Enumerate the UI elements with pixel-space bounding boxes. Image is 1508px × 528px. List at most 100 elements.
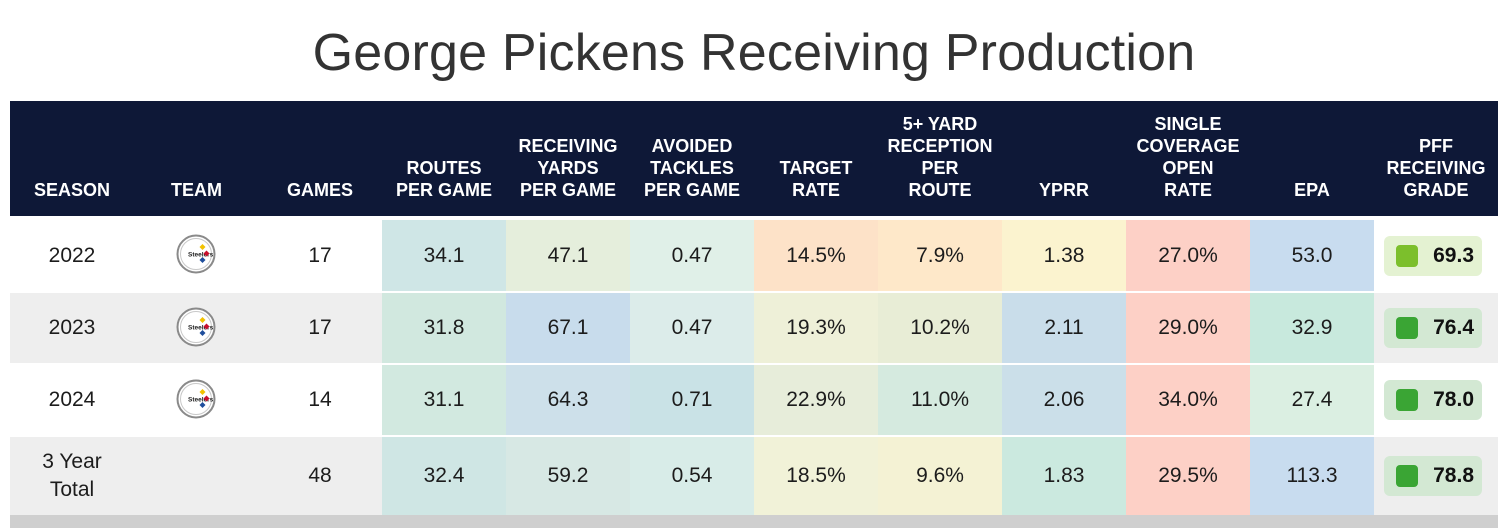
stat-cell: 32.9 [1291,316,1333,339]
stat-cell: 22.9% [786,388,846,411]
column-header-line: PFF [1419,136,1453,156]
grade-value: 78.8 [1433,464,1474,487]
column-header: SINGLE COVERAGE OPEN RATE [1126,101,1250,201]
column-header: ROUTES PER GAME [382,101,506,201]
grade-color-swatch [1396,317,1418,339]
column-header-line: RATE [1164,180,1212,200]
column-header: RECEIVING YARDS PER GAME [506,101,630,201]
stat-cell: 7.9% [916,243,964,267]
column-header-line: EPA [1294,180,1330,200]
value-cell-bg [1250,365,1374,435]
pff-grade-badge: 69.3 [1384,235,1482,276]
value-cell-bg [630,293,754,363]
column-header: EPA [1250,101,1374,201]
value-cell-bg [878,293,1002,363]
column-header-line: AVOIDED [651,136,733,156]
column-header-line: TEAM [171,180,222,200]
column-header-line: SINGLE [1154,114,1222,134]
column-header-line: RECEPTION [887,136,993,156]
column-header-line: SEASON [33,180,111,200]
column-header-label: 5+ YARD RECEPTION PER ROUTE [887,113,992,201]
value-cell-bg [754,220,878,291]
column-header-label: EPA [1294,179,1330,201]
value-cell-bg [506,220,630,291]
games-cell: 17 [308,243,332,267]
grade-value: 78.0 [1433,388,1474,411]
value-cell-bg [630,365,754,435]
stat-cell: 29.0% [1158,316,1218,339]
stat-cell: 1.83 [1043,464,1085,487]
games-cell: 17 [308,316,332,339]
stat-cell: 19.3% [786,316,846,339]
column-header: AVOIDED TACKLES PER GAME [630,101,754,201]
grade-color-swatch [1396,389,1418,411]
stat-cell: 34.0% [1158,388,1218,411]
stat-cell: 59.2 [547,464,589,487]
column-header-line: RECEIVING [518,136,618,156]
value-cell-bg [1126,293,1250,363]
column-header-label: GAMES [287,179,353,201]
value-cell-bg [878,220,1002,291]
stat-cell: 0.47 [671,243,713,267]
page-title: George Pickens Receiving Production [312,24,1196,82]
stat-cell: 2.11 [1044,316,1084,339]
grade-color-swatch [1396,465,1418,487]
column-header-label: RECEIVING YARDS PER GAME [518,135,617,201]
stat-cell: 31.8 [423,316,465,339]
column-header-label: TARGET RATE [780,157,853,201]
table-header [10,101,1498,216]
column-header-label: ROUTES PER GAME [396,157,492,201]
value-cell-bg [1002,220,1126,291]
season-cell: 2022 [48,243,96,267]
stat-cell: 11.0% [911,388,969,411]
column-header-line: 5+ YARD [902,114,978,134]
value-cell-bg [1126,220,1250,291]
column-header-line: OPEN [1162,158,1214,178]
stat-cell: 0.54 [671,464,713,487]
stat-cell: 1.38 [1043,243,1085,267]
stat-cell: 113.3 [1286,464,1338,487]
value-cell-bg [1002,293,1126,363]
value-cell-bg [878,365,1002,435]
stat-cell: 18.5% [786,464,846,487]
column-header-line: YPRR [1038,180,1089,200]
column-header-label: YPRR [1039,179,1089,201]
stat-cell: 53.0 [1291,243,1333,267]
value-cell-bg [1126,365,1250,435]
column-header-line: PER GAME [643,180,740,200]
column-header-line: YARDS [537,158,599,178]
grade-value: 69.3 [1433,243,1474,267]
value-cell-bg [382,365,506,435]
value-cell-bg [1250,437,1374,515]
column-header-line: RATE [792,180,840,200]
column-header-line: PER GAME [519,180,616,200]
stat-cell: 0.47 [671,316,713,339]
column-header-label: AVOIDED TACKLES PER GAME [644,135,740,201]
stat-cell: 14.5% [786,243,846,267]
column-header: TEAM [135,101,258,201]
stat-cell: 64.3 [547,388,589,411]
stat-cell: 0.71 [671,388,713,411]
column-header: PFF RECEIVING GRADE [1374,101,1498,201]
value-cell-bg [630,220,754,291]
column-header-line: GRADE [1403,180,1469,200]
column-header: GAMES [258,101,382,201]
grade-value: 76.4 [1433,316,1474,339]
season-cell: 2024 [48,388,96,411]
value-cell-bg [1250,293,1374,363]
column-header-line: PER GAME [395,180,492,200]
stat-cell: 34.1 [423,243,465,267]
stat-cell: 2.06 [1043,388,1085,411]
value-cell-bg [1002,365,1126,435]
column-header-line: TACKLES [650,158,734,178]
stat-cell: 67.1 [547,316,589,339]
steelers-logo-icon: Steelers [176,379,216,419]
svg-text:Steelers: Steelers [188,325,214,332]
value-cell-bg [754,293,878,363]
value-cell-bg [1126,437,1250,515]
season-cell: 2023 [48,316,96,339]
table-bottom-bar [10,515,1498,528]
value-cell-bg [1002,437,1126,515]
column-header-line: GAMES [286,180,353,200]
column-header-label: SINGLE COVERAGE OPEN RATE [1136,113,1239,201]
